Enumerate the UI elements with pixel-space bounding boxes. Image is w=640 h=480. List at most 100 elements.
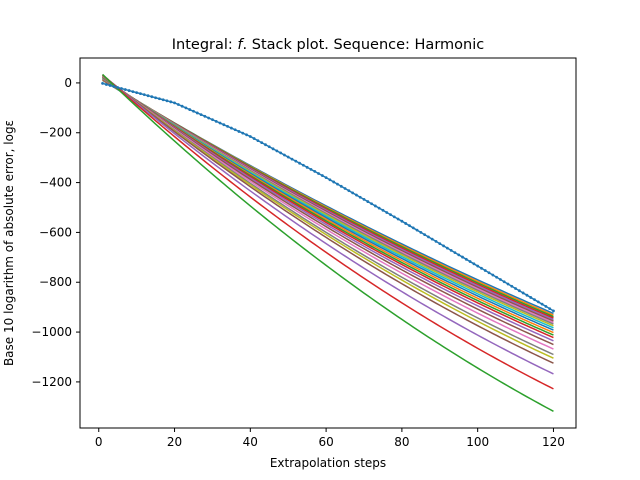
lower-bound-marker	[385, 211, 389, 214]
y-tick-label: −1200	[31, 375, 72, 389]
lower-bound-marker	[154, 96, 157, 100]
y-tick-label: −1000	[31, 325, 72, 339]
lower-bound-marker	[461, 255, 464, 259]
lower-bound-marker	[483, 269, 487, 272]
lower-bound-marker	[157, 97, 161, 101]
y-tick-label: −200	[39, 126, 72, 140]
lower-bound-marker	[169, 100, 173, 104]
lower-bound-marker	[438, 242, 442, 246]
lower-bound-marker	[120, 87, 123, 90]
lower-bound-marker	[290, 157, 294, 161]
x-tick-label: 80	[394, 435, 409, 449]
lower-bound-marker	[222, 123, 226, 127]
lower-bound-marker	[192, 109, 195, 113]
lower-bound-marker	[332, 180, 336, 184]
lower-bound-marker	[464, 257, 468, 261]
lower-bound-marker	[309, 167, 313, 171]
lower-bound-marker	[457, 253, 461, 257]
lower-bound-marker	[347, 189, 351, 193]
lower-bound-marker	[377, 206, 381, 210]
lower-bound-marker	[267, 145, 271, 149]
lower-bound-marker	[317, 172, 320, 175]
y-tick-label: 0	[64, 76, 72, 90]
lower-bound-marker	[415, 228, 419, 232]
lower-bound-marker	[229, 126, 233, 130]
lower-bound-marker	[146, 94, 150, 98]
lower-bound-marker	[328, 178, 332, 182]
lower-bound-marker	[480, 266, 483, 270]
y-axis-title: Base 10 logarithm of absolute error, log…	[2, 120, 16, 366]
y-tick-label: −600	[39, 225, 72, 239]
lower-bound-marker	[264, 143, 267, 147]
y-tick-label: −400	[39, 176, 72, 190]
lower-bound-marker	[199, 113, 203, 117]
lower-bound-marker	[214, 119, 218, 123]
series-line-23	[102, 73, 554, 412]
lower-bound-marker	[472, 262, 476, 266]
lower-bound-marker	[495, 275, 499, 279]
lower-bound-marker	[127, 89, 131, 92]
lower-bound-marker	[392, 215, 396, 219]
lower-bound-marker	[525, 293, 529, 297]
lower-bound-marker	[104, 83, 108, 86]
lower-bound-marker	[499, 278, 502, 281]
lower-bound-marker	[161, 98, 165, 102]
lower-bound-marker	[536, 300, 540, 304]
x-tick-label: 20	[167, 435, 182, 449]
lower-bound-marker	[366, 200, 370, 203]
lower-bound-marker	[203, 114, 207, 118]
lower-bound-marker	[396, 217, 400, 221]
y-tick-label: −800	[39, 275, 72, 289]
lower-bound-marker	[434, 239, 438, 243]
x-tick-label: 120	[542, 435, 565, 449]
lower-bound-marker	[445, 246, 449, 250]
lower-bound-marker	[453, 251, 457, 254]
lower-bound-marker	[176, 103, 180, 106]
lower-bound-marker	[487, 271, 491, 275]
lower-bound-marker	[237, 130, 241, 133]
lower-bound-marker	[521, 291, 525, 295]
lower-bound-marker	[544, 305, 548, 308]
lower-bound-marker	[108, 84, 112, 87]
lower-bound-marker	[248, 135, 252, 138]
lower-bound-marker	[226, 124, 229, 128]
lower-bound-marker	[381, 208, 385, 212]
lower-bound-marker	[355, 193, 358, 197]
lower-bound-marker	[548, 307, 552, 311]
lower-bound-marker	[408, 224, 411, 228]
lower-bound-marker	[370, 202, 373, 206]
lower-bound-marker	[245, 133, 248, 137]
lower-bound-marker	[476, 264, 480, 268]
lower-bound-marker	[294, 159, 298, 163]
series-line-20	[102, 74, 554, 364]
lower-bound-marker	[271, 147, 275, 151]
lower-bound-marker	[427, 235, 430, 239]
lower-bound-marker	[430, 237, 434, 241]
lower-bound-marker	[336, 182, 339, 186]
lower-bound-marker	[358, 195, 362, 199]
lower-bound-marker	[533, 298, 536, 302]
x-tick-label: 60	[318, 435, 333, 449]
axes-frame	[79, 57, 577, 429]
lower-bound-marker	[343, 187, 347, 190]
lower-bound-marker	[351, 191, 355, 195]
lower-bound-marker	[301, 163, 305, 167]
lower-bound-marker	[180, 104, 184, 108]
lower-bound-marker	[207, 116, 211, 120]
lower-bound-marker	[468, 260, 472, 263]
lower-bound-marker	[510, 284, 514, 288]
lower-bound-marker	[211, 118, 214, 122]
lower-bound-marker	[298, 161, 301, 165]
chart-title: Integral: f. Stack plot. Sequence: Harmo…	[172, 37, 484, 53]
lower-bound-marker	[150, 95, 154, 99]
lower-bound-marker	[188, 108, 192, 111]
lower-bound-marker	[506, 282, 510, 286]
series-line-22	[102, 74, 554, 390]
lower-bound-marker	[112, 85, 116, 88]
lower-bound-marker	[423, 233, 427, 237]
lower-bound-marker	[517, 289, 521, 293]
lower-bound-marker	[419, 231, 423, 234]
lower-bound-marker	[139, 92, 142, 96]
lower-bound-marker	[389, 213, 392, 217]
